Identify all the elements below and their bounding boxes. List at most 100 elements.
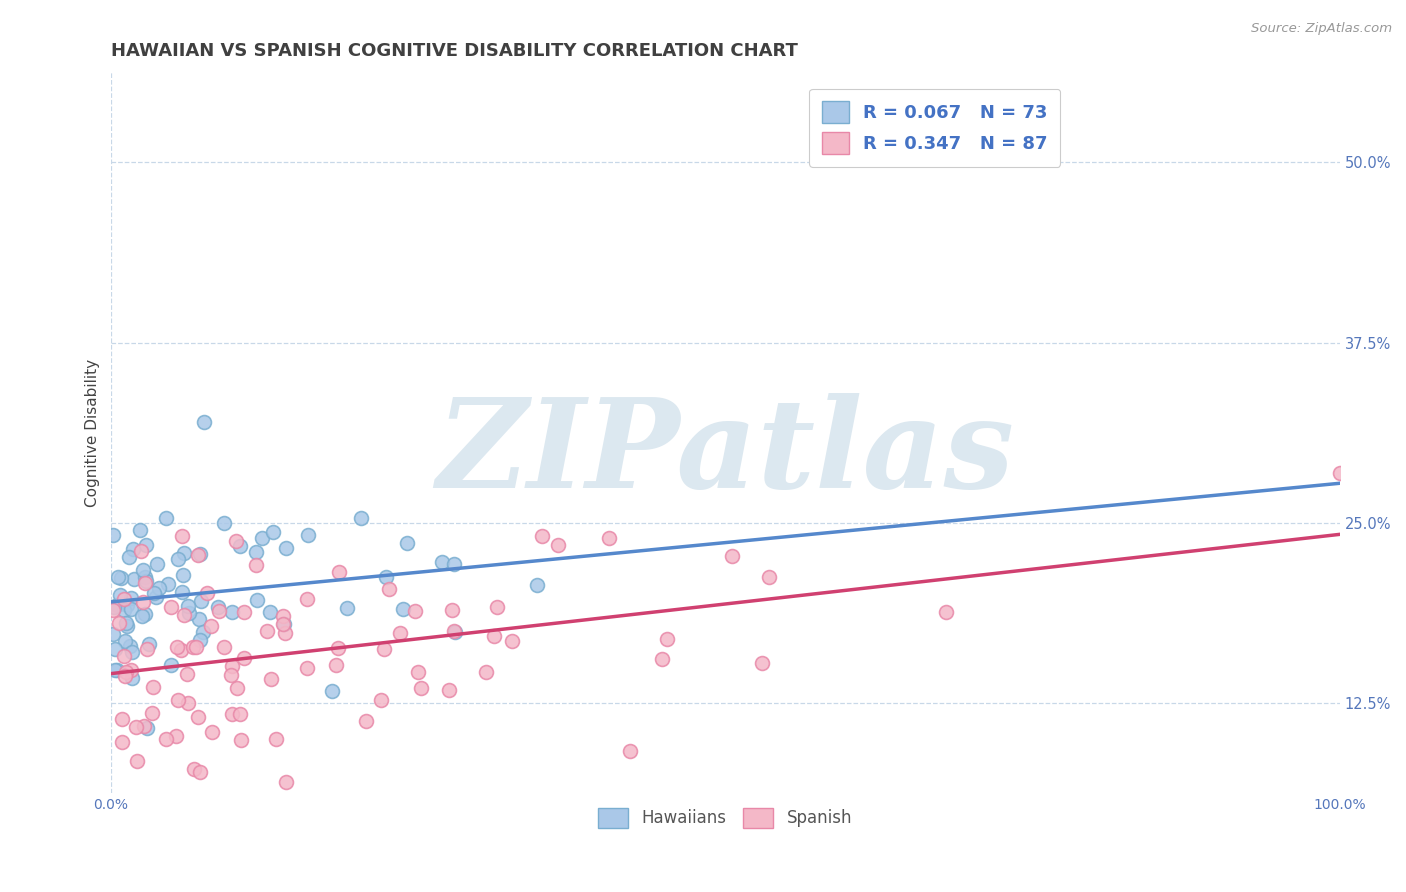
Point (156, 577, 179, 591)
Point (114, 633, 136, 648)
Point (101, 528, 124, 542)
Point (120, 663, 142, 677)
Point (112, 603, 135, 617)
Point (131, 608, 153, 623)
Point (117, 598, 139, 612)
Point (190, 548, 212, 562)
Point (444, 624, 467, 639)
Point (212, 516, 235, 530)
Point (721, 549, 744, 563)
Point (107, 570, 129, 584)
Point (1329, 467, 1351, 481)
Point (651, 652, 673, 666)
Point (404, 604, 426, 618)
Point (121, 645, 143, 659)
Point (112, 649, 135, 664)
Point (260, 672, 283, 686)
Point (221, 668, 243, 682)
Point (136, 721, 159, 735)
Point (441, 603, 464, 617)
Point (259, 605, 281, 619)
Point (145, 590, 167, 604)
Point (172, 568, 194, 582)
Point (354, 714, 377, 729)
Point (187, 548, 209, 562)
Point (134, 570, 156, 584)
Point (177, 697, 200, 711)
Point (207, 604, 229, 618)
Text: Source: ZipAtlas.com: Source: ZipAtlas.com (1251, 22, 1392, 36)
Point (274, 775, 297, 789)
Point (155, 511, 177, 525)
Point (273, 617, 295, 632)
Point (103, 600, 125, 615)
Point (167, 552, 190, 566)
Point (245, 545, 267, 559)
Point (190, 594, 212, 608)
Point (245, 558, 267, 572)
Point (121, 541, 143, 556)
Point (188, 633, 211, 648)
Point (167, 693, 190, 707)
Point (395, 536, 418, 550)
Point (104, 663, 127, 677)
Point (297, 527, 319, 541)
Point (246, 592, 269, 607)
Point (173, 607, 195, 622)
Point (136, 641, 159, 656)
Point (131, 544, 153, 558)
Point (138, 637, 160, 651)
Point (221, 606, 243, 620)
Point (751, 656, 773, 670)
Point (134, 576, 156, 591)
Point (134, 607, 156, 621)
Point (232, 605, 254, 619)
Point (370, 693, 392, 707)
Point (221, 659, 243, 673)
Point (229, 706, 252, 721)
Point (118, 549, 141, 564)
Point (160, 600, 183, 615)
Point (111, 712, 134, 726)
Point (148, 582, 170, 596)
Point (170, 585, 193, 599)
Point (121, 672, 143, 686)
Point (155, 732, 177, 747)
Point (336, 600, 359, 615)
Point (408, 665, 430, 679)
Point (101, 626, 124, 640)
Point (430, 555, 453, 569)
Point (117, 618, 139, 632)
Point (250, 532, 273, 546)
Point (114, 616, 136, 631)
Point (201, 724, 224, 739)
Point (350, 511, 373, 525)
Point (207, 599, 229, 614)
Point (226, 681, 249, 695)
Point (273, 616, 295, 631)
Point (177, 606, 200, 620)
Point (375, 570, 398, 584)
Point (184, 640, 207, 655)
Point (373, 642, 395, 657)
Point (229, 540, 252, 554)
Point (187, 710, 209, 724)
Point (619, 744, 641, 758)
Point (321, 684, 343, 698)
Point (501, 633, 523, 648)
Point (325, 658, 347, 673)
Point (110, 572, 132, 586)
Point (159, 657, 181, 672)
Point (276, 541, 298, 556)
Point (176, 599, 198, 613)
Point (392, 602, 415, 616)
Point (135, 574, 157, 588)
Point (443, 624, 465, 638)
Point (530, 529, 553, 543)
Point (188, 764, 211, 779)
Point (108, 616, 131, 631)
Point (274, 626, 297, 640)
Point (132, 595, 155, 609)
Point (526, 578, 548, 592)
Point (388, 626, 411, 640)
